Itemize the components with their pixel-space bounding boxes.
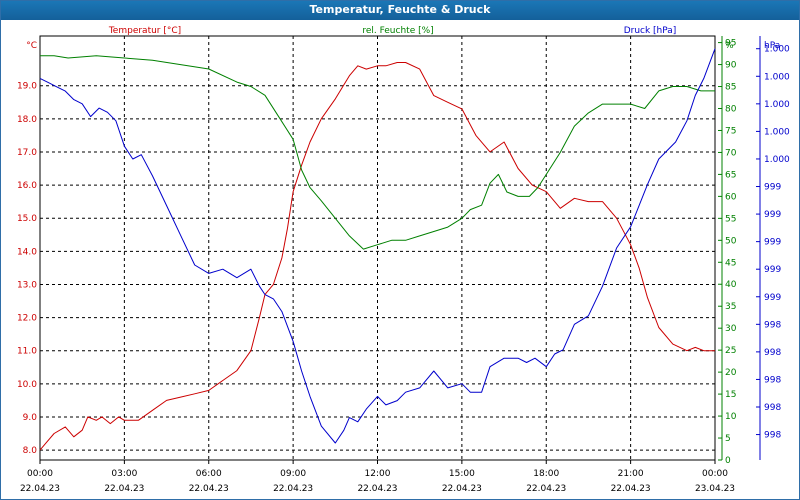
x-tick-label-time: 03:00 [111,469,137,479]
x-tick-label-date: 22.04.23 [104,484,144,494]
temperature-tick-label: 10.0 [17,380,37,390]
x-tick-label-time: 00:00 [702,469,728,479]
temperature-tick-label: 12.0 [17,314,37,324]
humidity-tick-label: 80 [725,104,737,114]
humidity-tick-label: 45 [725,258,736,268]
humidity-tick-label: 75 [725,126,736,136]
temperature-line [39,62,715,451]
x-tick-label-date: 22.04.23 [189,484,229,494]
pressure-tick-label: 998 [764,403,781,413]
x-tick-label-date: 22.04.23 [611,484,651,494]
pressure-unit-label: hPa [764,41,780,51]
humidity-tick-label: 70 [725,148,737,158]
temperature-tick-label: 13.0 [17,280,37,290]
pressure-tick-label: 998 [764,375,781,385]
humidity-tick-label: 85 [725,83,736,93]
pressure-tick-label: 1.000 [764,100,790,110]
pressure-tick-label: 1.000 [764,127,790,137]
x-tick-label-date: 23.04.23 [695,484,735,494]
pressure-tick-label: 998 [764,348,781,358]
temperature-tick-label: 11.0 [17,347,37,357]
pressure-tick-label: 999 [764,265,781,275]
humidity-tick-label: 65 [725,170,736,180]
x-tick-label-date: 22.04.23 [442,484,482,494]
legend-label-1: Temperatur [°C] [108,26,181,36]
chart-title: Temperatur, Feuchte & Druck [0,0,800,20]
legend-label-2: rel. Feuchte [%] [362,26,433,36]
pressure-tick-label: 998 [764,431,781,441]
humidity-tick-label: 60 [725,192,737,202]
x-tick-label-date: 22.04.23 [357,484,397,494]
humidity-tick-label: 40 [725,280,737,290]
humidity-line [40,55,715,250]
x-tick-label-time: 15:00 [449,469,475,479]
temperature-tick-label: 15.0 [17,214,37,224]
temperature-tick-label: 8.0 [23,446,38,456]
x-tick-label-date: 22.04.23 [526,484,566,494]
humidity-unit-label: % [725,41,734,51]
humidity-tick-label: 10 [725,412,737,422]
x-tick-label-date: 22.04.23 [273,484,313,494]
temperature-tick-label: 17.0 [17,148,37,158]
temperature-tick-label: 9.0 [23,413,38,423]
temperature-tick-label: 16.0 [17,181,37,191]
humidity-tick-label: 55 [725,214,736,224]
humidity-tick-label: 25 [725,346,736,356]
x-tick-label-time: 12:00 [365,469,391,479]
humidity-tick-label: 50 [725,236,737,246]
humidity-tick-label: 35 [725,302,736,312]
x-tick-label-time: 06:00 [196,469,222,479]
humidity-tick-label: 0 [725,456,731,466]
pressure-tick-label: 1.000 [764,45,790,55]
pressure-tick-label: 998 [764,320,781,330]
x-tick-label-time: 00:00 [27,469,53,479]
pressure-tick-label: 999 [764,210,781,220]
temperature-tick-label: 14.0 [17,247,37,257]
x-tick-label-time: 09:00 [280,469,306,479]
humidity-tick-label: 5 [725,434,731,444]
pressure-line [39,48,716,444]
humidity-tick-label: 95 [725,39,736,49]
pressure-tick-label: 999 [764,293,781,303]
temperature-unit-label: °C [26,41,37,51]
x-tick-label-time: 18:00 [533,469,559,479]
humidity-tick-label: 90 [725,61,737,71]
pressure-tick-label: 999 [764,238,781,248]
humidity-tick-label: 20 [725,368,737,378]
pressure-tick-label: 1.000 [764,72,790,82]
x-tick-label-time: 21:00 [618,469,644,479]
x-tick-label-date: 22.04.23 [20,484,60,494]
temperature-tick-label: 18.0 [17,115,37,125]
legend-label-3: Druck [hPa] [624,26,677,36]
humidity-tick-label: 15 [725,390,736,400]
pressure-tick-label: 999 [764,183,781,193]
pressure-tick-label: 1.000 [764,155,790,165]
humidity-tick-label: 30 [725,324,737,334]
temperature-tick-label: 19.0 [17,82,37,92]
